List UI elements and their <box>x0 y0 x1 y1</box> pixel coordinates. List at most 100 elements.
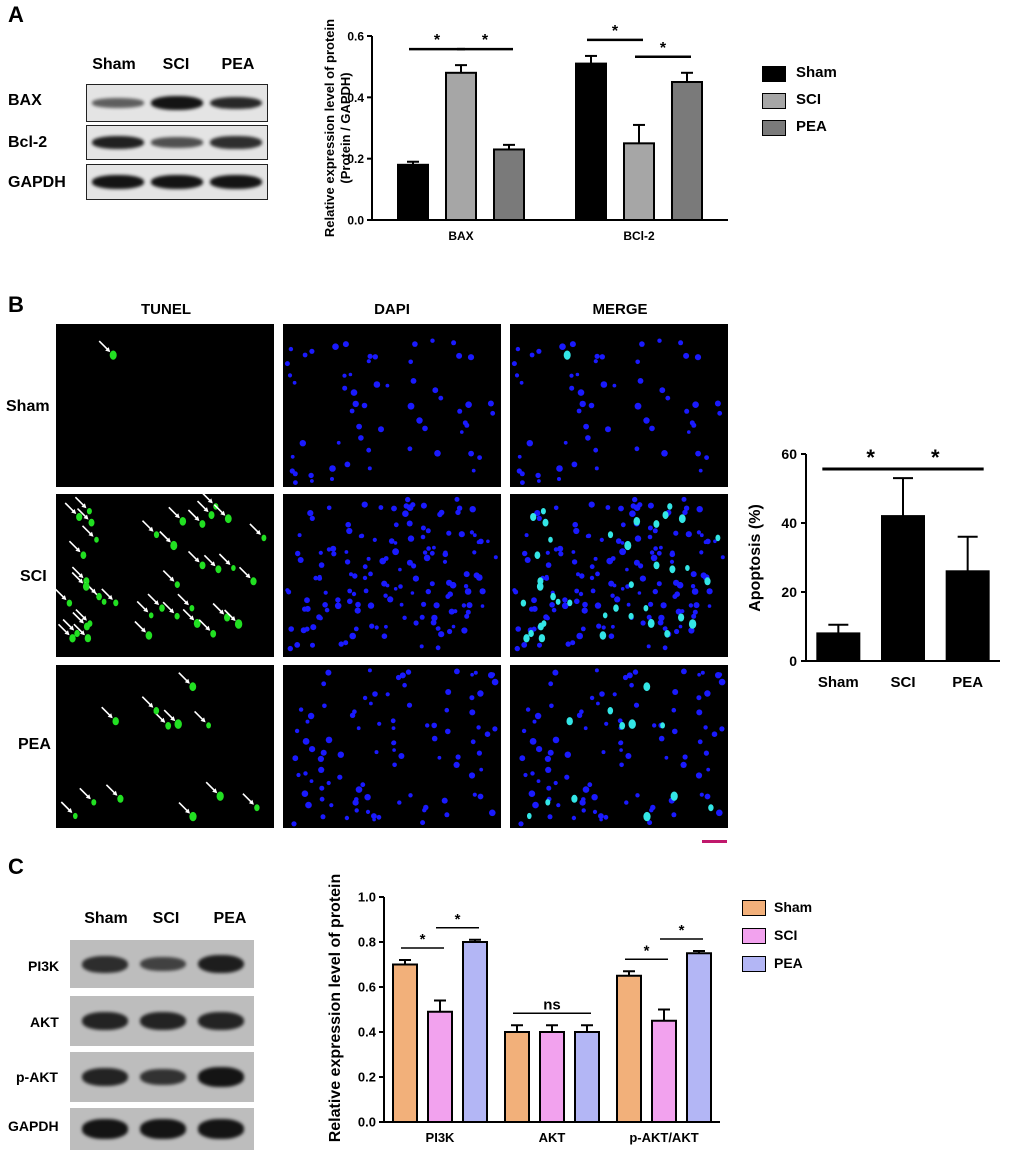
dapi-nucleus <box>678 340 684 346</box>
dapi-nucleus <box>683 352 690 359</box>
dapi-nucleus <box>410 378 417 384</box>
merge-positive-cell <box>670 791 678 801</box>
dapi-nucleus <box>647 525 653 531</box>
dapi-nucleus <box>377 721 382 726</box>
merge-positive-cell <box>667 503 673 510</box>
chart-b-x-tick-label: PEA <box>952 674 983 691</box>
dapi-nucleus <box>425 723 430 728</box>
micro-dapi-pea <box>283 665 501 828</box>
dapi-nucleus <box>406 520 413 527</box>
dapi-nucleus <box>402 615 407 620</box>
dapi-nucleus <box>629 682 634 688</box>
arrow-head <box>220 510 226 516</box>
dapi-nucleus <box>369 701 373 706</box>
dapi-nucleus <box>320 749 327 756</box>
dapi-nucleus <box>313 575 318 581</box>
dapi-nucleus <box>326 547 332 552</box>
dapi-nucleus <box>490 672 496 677</box>
dapi-nucleus <box>326 780 331 786</box>
blot-a-row-gapdh: GAPDH <box>8 174 66 191</box>
blot-c-band <box>140 956 186 972</box>
chart-c: 0.0 0.2 0.4 0.6 0.8 1.0 PI3K AKT p-AKT/AKT * * ns * *… <box>327 874 720 1145</box>
legend-a: Sham SCI PEA <box>762 64 862 146</box>
dapi-nucleus <box>431 735 438 742</box>
col-title-dapi: DAPI <box>374 301 410 318</box>
chart-c-bar-pea <box>462 941 488 1123</box>
dapi-nucleus <box>397 800 402 805</box>
dapi-nucleus <box>576 632 583 640</box>
dapi-nucleus <box>426 546 431 551</box>
dapi-nucleus <box>591 794 598 801</box>
legend-a-label-pea: PEA <box>796 118 827 135</box>
merge-positive-cell <box>664 630 671 638</box>
dapi-nucleus <box>682 509 688 516</box>
dapi-nucleus <box>362 695 368 701</box>
legend-c-swatch-pea <box>742 956 766 972</box>
dapi-nucleus <box>671 812 677 818</box>
dapi-nucleus <box>310 479 314 483</box>
dapi-nucleus <box>581 607 588 614</box>
dapi-nucleus <box>373 381 381 388</box>
dapi-nucleus <box>407 535 415 542</box>
tunel-positive-cell <box>145 631 153 640</box>
dapi-nucleus <box>518 821 524 827</box>
dapi-nucleus <box>691 422 697 428</box>
dapi-nucleus <box>594 466 599 471</box>
dapi-nucleus <box>657 338 662 343</box>
dapi-nucleus <box>619 548 626 556</box>
dapi-nucleus <box>446 530 452 536</box>
dapi-nucleus <box>444 707 450 713</box>
dapi-nucleus <box>420 534 426 540</box>
merge-positive-cell <box>715 534 721 542</box>
dapi-nucleus <box>470 672 474 677</box>
blot-c-band <box>198 1119 244 1139</box>
blot-c-row-akt: AKT <box>30 1014 59 1030</box>
dapi-nucleus <box>618 505 624 512</box>
dapi-nucleus <box>693 602 700 609</box>
merge-positive-cell <box>563 350 571 360</box>
blot-a-band <box>92 175 144 189</box>
dapi-nucleus <box>430 338 435 343</box>
dapi-nucleus <box>640 620 646 626</box>
dapi-nucleus <box>662 626 667 631</box>
dapi-nucleus <box>599 817 603 822</box>
dapi-nucleus <box>472 550 477 555</box>
merge-positive-cell <box>685 565 690 571</box>
dapi-nucleus <box>564 774 570 780</box>
arrow-head <box>200 717 206 723</box>
dapi-nucleus <box>635 793 640 798</box>
dapi-nucleus <box>535 472 541 479</box>
dapi-nucleus <box>674 628 680 635</box>
dapi-nucleus <box>347 588 353 594</box>
arrow-head <box>78 618 84 624</box>
arrow-head <box>165 537 171 543</box>
dapi-nucleus <box>399 602 404 607</box>
tunel-positive-cell <box>94 536 99 543</box>
dapi-nucleus <box>349 712 356 718</box>
dapi-nucleus <box>656 581 662 587</box>
dapi-nucleus <box>449 581 457 589</box>
dapi-nucleus <box>372 817 376 822</box>
dapi-nucleus <box>348 372 353 377</box>
merge-positive-cell <box>653 561 660 570</box>
arrow-head <box>169 576 175 582</box>
dapi-nucleus <box>612 383 617 388</box>
dapi-nucleus <box>662 645 668 651</box>
row-label-sci: SCI <box>20 568 47 585</box>
dapi-nucleus <box>633 702 640 708</box>
chart-c-significance-label: * <box>679 922 685 939</box>
chart-c-bar-sham <box>392 963 418 1123</box>
chart-c-significance-label: * <box>644 942 650 959</box>
dapi-nucleus <box>639 575 646 582</box>
chart-c-x-tick-label: PI3K <box>426 1130 456 1145</box>
dapi-nucleus <box>320 814 326 820</box>
dapi-nucleus <box>674 591 680 597</box>
chart-b-bar-sci <box>881 515 925 662</box>
dapi-nucleus <box>614 596 621 603</box>
dapi-nucleus <box>524 533 529 538</box>
dapi-nucleus <box>573 527 580 535</box>
micro-merge-pea <box>510 665 728 828</box>
dapi-nucleus <box>711 731 718 737</box>
arrow-head <box>194 557 200 563</box>
merge-positive-cell <box>602 612 608 619</box>
